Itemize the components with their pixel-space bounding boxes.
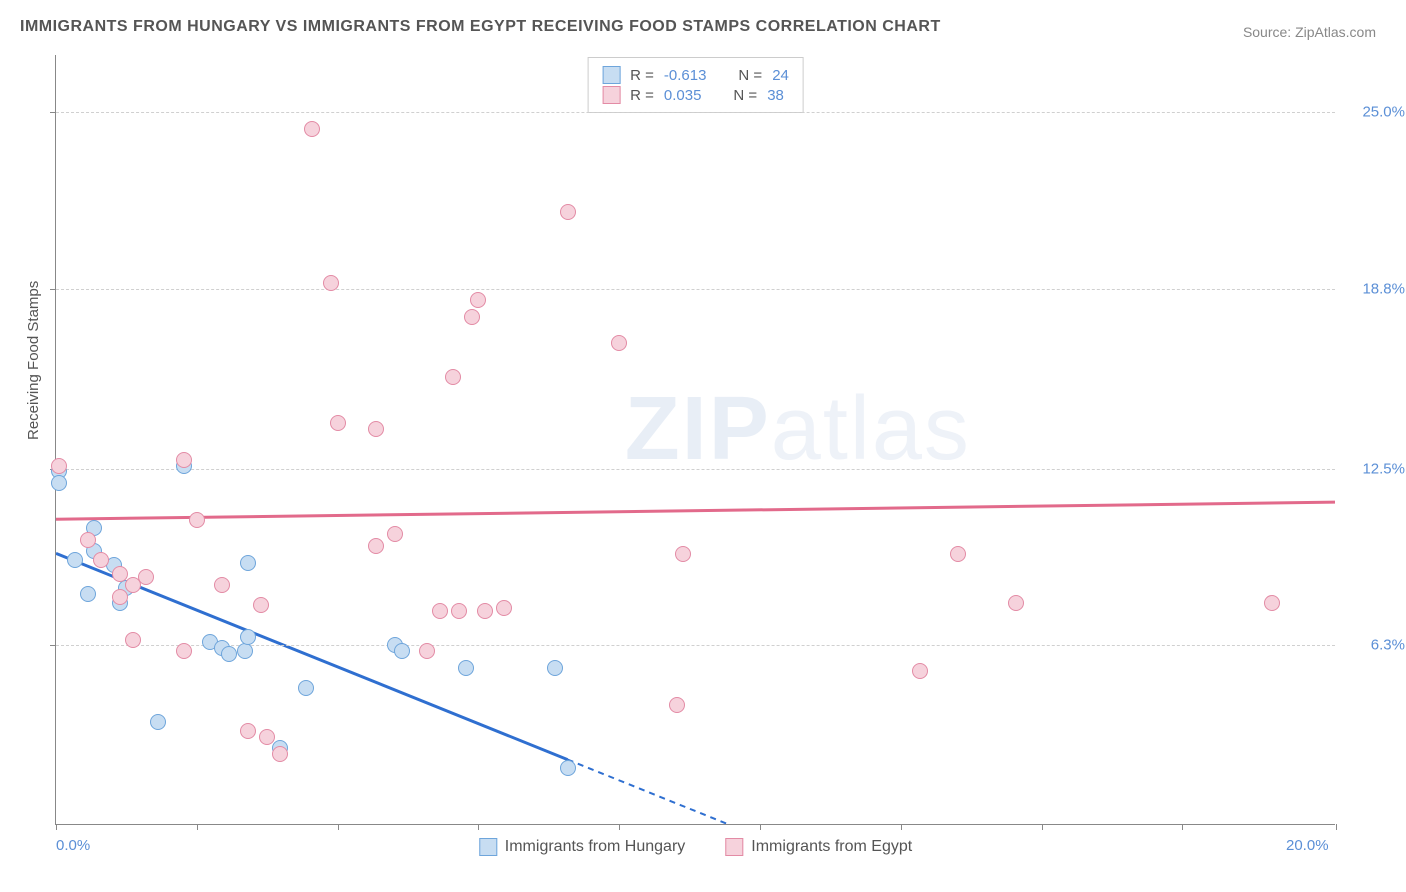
scatter-point (272, 746, 288, 762)
scatter-point (323, 275, 339, 291)
scatter-point (237, 643, 253, 659)
stat-r-value: 0.035 (664, 87, 702, 104)
scatter-point (560, 760, 576, 776)
scatter-point (547, 660, 563, 676)
scatter-point (419, 643, 435, 659)
scatter-point (240, 555, 256, 571)
scatter-point (912, 663, 928, 679)
stat-n-value: 24 (772, 67, 789, 84)
chart-plot-area: ZIPatlas R = -0.613 N = 24 R = 0.035 N = 38… (55, 55, 1335, 825)
x-tick (901, 824, 902, 830)
stats-row: R = 0.035 N = 38 (602, 86, 789, 104)
x-tick (197, 824, 198, 830)
y-tick (50, 645, 56, 646)
watermark: ZIPatlas (625, 378, 971, 481)
y-tick (50, 112, 56, 113)
scatter-point (112, 589, 128, 605)
scatter-point (67, 552, 83, 568)
scatter-point (298, 680, 314, 696)
x-tick-label: 0.0% (56, 837, 90, 854)
x-tick-label: 20.0% (1286, 837, 1329, 854)
scatter-point (464, 309, 480, 325)
legend-label: Immigrants from Egypt (751, 838, 912, 856)
gridline (56, 289, 1335, 290)
scatter-point (80, 586, 96, 602)
scatter-point (259, 729, 275, 745)
series-swatch (602, 66, 620, 84)
stat-r-label: R = (630, 87, 654, 104)
scatter-point (125, 632, 141, 648)
chart-title: IMMIGRANTS FROM HUNGARY VS IMMIGRANTS FR… (20, 18, 941, 36)
stat-n-label: N = (738, 67, 762, 84)
scatter-point (496, 600, 512, 616)
scatter-point (150, 714, 166, 730)
stat-r-label: R = (630, 67, 654, 84)
scatter-point (189, 512, 205, 528)
scatter-point (330, 415, 346, 431)
scatter-point (611, 335, 627, 351)
y-tick-label: 18.8% (1345, 280, 1405, 297)
scatter-point (51, 458, 67, 474)
legend-swatch (725, 838, 743, 856)
scatter-point (240, 723, 256, 739)
scatter-point (445, 369, 461, 385)
stats-box: R = -0.613 N = 24 R = 0.035 N = 38 (587, 57, 804, 113)
scatter-point (138, 569, 154, 585)
scatter-point (221, 646, 237, 662)
y-tick-label: 12.5% (1345, 460, 1405, 477)
x-tick (1336, 824, 1337, 830)
stat-n-value: 38 (767, 87, 784, 104)
y-axis-label: Receiving Food Stamps (25, 281, 42, 440)
x-tick (619, 824, 620, 830)
scatter-point (470, 292, 486, 308)
scatter-point (669, 697, 685, 713)
x-tick (56, 824, 57, 830)
scatter-point (93, 552, 109, 568)
x-tick (1182, 824, 1183, 830)
scatter-point (1264, 595, 1280, 611)
gridline (56, 112, 1335, 113)
x-tick (338, 824, 339, 830)
trend-lines (56, 55, 1335, 824)
y-tick-label: 6.3% (1345, 637, 1405, 654)
scatter-point (387, 526, 403, 542)
scatter-point (477, 603, 493, 619)
scatter-point (675, 546, 691, 562)
stat-n-label: N = (733, 87, 757, 104)
scatter-point (240, 629, 256, 645)
legend-label: Immigrants from Hungary (505, 838, 686, 856)
legend-item: Immigrants from Hungary (479, 838, 686, 856)
scatter-point (432, 603, 448, 619)
legend-item: Immigrants from Egypt (725, 838, 912, 856)
scatter-point (304, 121, 320, 137)
scatter-point (253, 597, 269, 613)
source-label: Source: ZipAtlas.com (1243, 24, 1376, 40)
scatter-point (176, 643, 192, 659)
scatter-point (394, 643, 410, 659)
scatter-point (176, 452, 192, 468)
scatter-point (458, 660, 474, 676)
scatter-point (950, 546, 966, 562)
series-swatch (602, 86, 620, 104)
stats-row: R = -0.613 N = 24 (602, 66, 789, 84)
stat-r-value: -0.613 (664, 67, 707, 84)
y-tick (50, 289, 56, 290)
x-tick (760, 824, 761, 830)
scatter-point (1008, 595, 1024, 611)
scatter-point (451, 603, 467, 619)
scatter-point (51, 475, 67, 491)
x-tick (478, 824, 479, 830)
scatter-point (368, 538, 384, 554)
legend-swatch (479, 838, 497, 856)
legend: Immigrants from Hungary Immigrants from E… (479, 838, 912, 856)
scatter-point (368, 421, 384, 437)
scatter-point (214, 577, 230, 593)
y-tick-label: 25.0% (1345, 104, 1405, 121)
scatter-point (560, 204, 576, 220)
scatter-point (80, 532, 96, 548)
gridline (56, 469, 1335, 470)
x-tick (1042, 824, 1043, 830)
